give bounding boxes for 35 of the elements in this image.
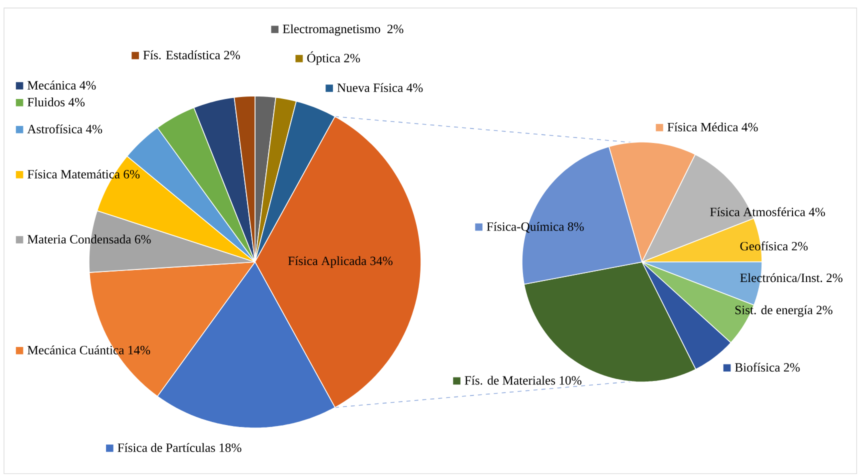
legend-label: Nueva Física (337, 83, 404, 92)
data-label: 4% (68, 98, 85, 106)
legend-label: Biofísica (735, 362, 780, 372)
legend-label: Materia Condensada (28, 234, 132, 244)
legend-label: Fluidos (28, 98, 65, 106)
data-label: 2% (784, 363, 800, 372)
data-label: 34% (370, 256, 393, 266)
legend-label: Física Médica (667, 122, 738, 132)
data-label: 2% (224, 50, 240, 60)
data-label: 2% (826, 274, 842, 282)
slice-label: Física Atmosférica (710, 207, 806, 216)
data-label: 4% (80, 81, 96, 90)
data-label: 2% (387, 24, 404, 34)
data-label: 4% (742, 122, 758, 132)
legend-label: Electromagnetismo (282, 24, 380, 36)
data-label: 10% (560, 376, 582, 385)
data-label: 14% (128, 346, 150, 354)
data-label: 8% (568, 222, 584, 231)
data-label: 18% (220, 443, 242, 452)
legend-label: Física de Partículas (118, 443, 215, 452)
legend-label: Fís. Estadística (143, 50, 220, 60)
data-label: 6% (124, 170, 140, 179)
data-label: 2% (816, 306, 832, 314)
data-label: 2% (792, 242, 808, 250)
data-label: 4% (808, 208, 825, 216)
legend-label: Mecánica (28, 80, 76, 90)
slice-label: Electrónica/Inst. (740, 273, 822, 282)
data-label: 4% (406, 84, 423, 92)
legend-label: Óptica (307, 51, 340, 65)
data-label: 2% (344, 54, 360, 62)
data-label: 4% (86, 124, 102, 134)
slice-label: Física Aplicada (288, 256, 366, 268)
legend-label: Astrofísica (27, 124, 82, 134)
data-label: 6% (134, 235, 151, 244)
legend-label: Fís. de Materiales (464, 376, 556, 385)
